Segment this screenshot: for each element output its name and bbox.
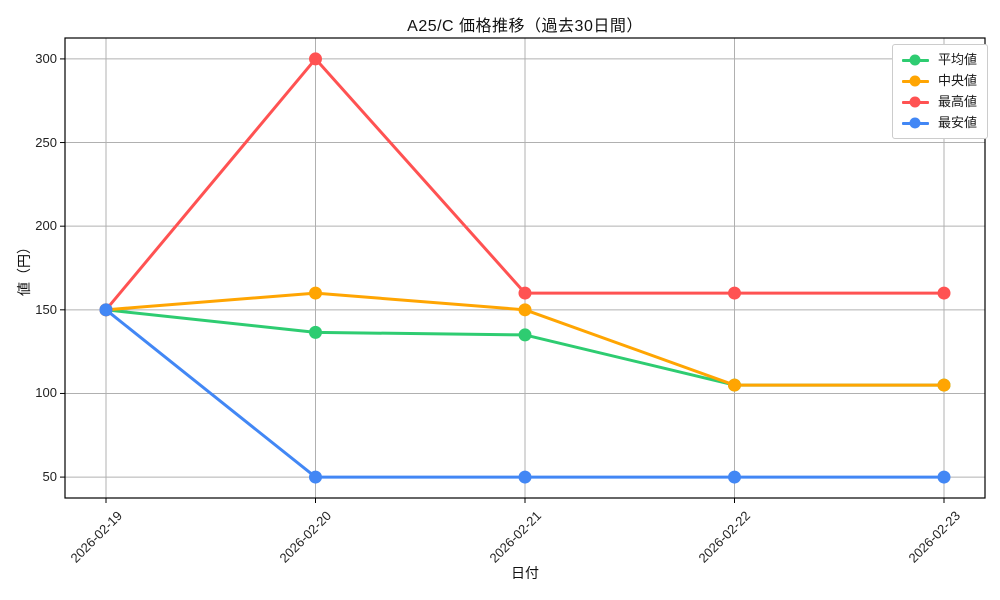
data-point-中央値 bbox=[937, 378, 951, 392]
legend-item-平均値: 平均値 bbox=[901, 52, 977, 68]
data-point-最高値 bbox=[937, 286, 951, 300]
legend-line-sample-icon bbox=[901, 117, 929, 129]
y-tick-label: 100 bbox=[35, 385, 57, 401]
y-tick-label: 250 bbox=[35, 134, 57, 150]
legend-label: 中央値 bbox=[937, 73, 977, 88]
legend-item-最高値: 最高値 bbox=[901, 94, 977, 110]
legend: 平均値中央値最高値最安値 bbox=[891, 44, 988, 139]
x-axis-label: 日付 bbox=[511, 565, 539, 581]
data-point-中央値 bbox=[728, 378, 741, 392]
legend-marker-icon bbox=[909, 54, 921, 66]
data-point-最高値 bbox=[728, 286, 741, 300]
y-tick-label: 300 bbox=[35, 50, 57, 66]
data-point-中央値 bbox=[518, 303, 532, 317]
chart-title: A25/C 価格推移（過去30日間） bbox=[407, 18, 643, 35]
data-point-最安値 bbox=[309, 470, 322, 484]
data-point-最安値 bbox=[99, 303, 113, 317]
axes-frame bbox=[64, 37, 986, 499]
data-point-最高値 bbox=[518, 286, 532, 300]
legend-label: 最安値 bbox=[937, 115, 977, 130]
data-point-最高値 bbox=[309, 52, 322, 66]
legend-label: 最高値 bbox=[937, 94, 977, 109]
data-point-平均値 bbox=[309, 325, 322, 339]
data-point-最安値 bbox=[518, 470, 532, 484]
data-point-最安値 bbox=[728, 470, 741, 484]
y-tick-label: 200 bbox=[35, 218, 57, 234]
legend-line-sample-icon bbox=[901, 75, 929, 87]
legend-line-sample-icon bbox=[901, 96, 929, 108]
legend-marker-icon bbox=[909, 96, 921, 108]
data-point-中央値 bbox=[309, 286, 322, 300]
legend-marker-icon bbox=[909, 117, 921, 129]
legend-line-sample-icon bbox=[901, 54, 929, 66]
legend-marker-icon bbox=[909, 75, 921, 87]
y-tick-label: 50 bbox=[42, 469, 57, 485]
y-tick-label: 150 bbox=[35, 301, 57, 317]
legend-item-最安値: 最安値 bbox=[901, 115, 977, 131]
legend-label: 平均値 bbox=[937, 52, 977, 67]
data-point-平均値 bbox=[518, 328, 532, 342]
data-point-最安値 bbox=[937, 470, 951, 484]
legend-item-中央値: 中央値 bbox=[901, 73, 977, 89]
